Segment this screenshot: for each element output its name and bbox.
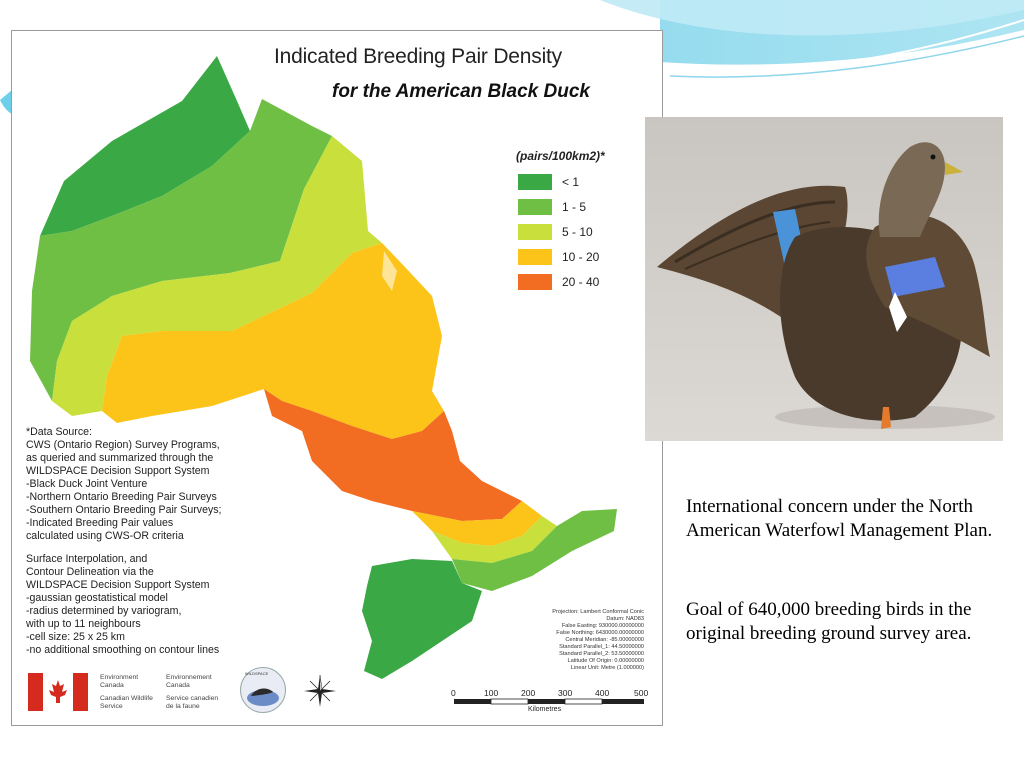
scale-tick-label: 0 (451, 688, 456, 698)
scale-tick-label: 200 (521, 688, 536, 698)
scale-tick-label: 400 (595, 688, 610, 698)
data-source-line: -Northern Ontario Breeding Pair Surveys (26, 491, 217, 503)
legend-item-1-5: 1 - 5 (518, 198, 586, 216)
region-lt1-south (362, 559, 482, 679)
projection-line: Standard Parallel_1: 44.50000000 (559, 644, 644, 650)
body-paragraph-2: Goal of 640,000 breeding birds in the or… (686, 599, 972, 644)
legend-label: 5 - 10 (562, 225, 593, 239)
map-subtitle: for the American Black Duck (332, 81, 590, 102)
region-5-10-east (432, 516, 557, 563)
data-source-line: -Black Duck Joint Venture (26, 478, 148, 490)
method-line: Surface Interpolation, and (26, 553, 148, 565)
projection-line: Central Meridian: -85.00000000 (565, 637, 644, 643)
region-lt1 (40, 56, 250, 236)
breeding-density-map: Indicated Breeding Pair Density for the … (11, 30, 663, 726)
method-line: WILDSPACE Decision Support System (26, 579, 210, 591)
north-arrow-compass-icon (304, 674, 336, 707)
legend-item-20-40: 20 - 40 (518, 273, 599, 291)
header-wave-decoration (0, 0, 1024, 114)
region-20-40 (264, 389, 522, 521)
data-source-line: as queried and summarized through the (26, 452, 214, 464)
ontario-density-map-graphic (30, 56, 617, 679)
projection-line: Linear Unit: Metre (1.000000) (570, 665, 644, 671)
method-line: -no additional smoothing on contour line… (26, 644, 220, 656)
data-source-line: WILDSPACE Decision Support System (26, 465, 210, 477)
scale-unit-label: Kilometres (528, 706, 562, 713)
map-title: Indicated Breeding Pair Density (274, 45, 562, 68)
body-paragraph-1: International concern under the North Am… (686, 496, 993, 541)
projection-line: Latitude Of Origin: 0.00000000 (567, 658, 644, 664)
agency-en-line: Canada (100, 682, 124, 689)
legend-swatch (518, 174, 552, 190)
method-line: -radius determined by variogram, (26, 605, 182, 617)
data-source-line: calculated using CWS-OR criteria (26, 530, 184, 542)
emblem-label: WILDSPACE (245, 671, 269, 676)
legend-item-5-10: 5 - 10 (518, 223, 593, 241)
agency-fr-line: Service canadien (166, 695, 219, 702)
region-5-10-band (52, 136, 382, 416)
region-1-5-north (30, 99, 332, 401)
projection-line: Standard Parallel_2: 53.50000000 (559, 651, 644, 657)
legend-label: 20 - 40 (562, 275, 600, 289)
region-10-20-east (412, 501, 542, 546)
legend-item-lt1: < 1 (518, 173, 579, 191)
legend-swatch (518, 274, 552, 290)
method-line: with up to 11 neighbours (26, 618, 141, 630)
agency-fr-line: Environnement (166, 674, 212, 681)
projection-line: False Easting: 930000.00000000 (561, 623, 644, 629)
region-10-20-main (102, 243, 444, 439)
data-source-line: CWS (Ontario Region) Survey Programs, (26, 439, 220, 451)
agency-fr-line: de la faune (166, 703, 200, 710)
american-black-duck-photo (645, 117, 1003, 441)
projection-line: Datum: NAD83 (606, 616, 644, 622)
wildspace-emblem-icon (240, 667, 286, 713)
method-line: -gaussian geostatistical model (26, 592, 168, 604)
legend-label: 1 - 5 (562, 200, 587, 214)
canada-flag-icon (28, 673, 88, 711)
data-source-line: -Southern Ontario Breeding Pair Surveys; (26, 504, 222, 516)
data-source-line: *Data Source: (26, 426, 92, 438)
legend-label: 10 - 20 (562, 250, 600, 264)
legend-title: (pairs/100km2)* (516, 149, 605, 163)
projection-line: False Northing: 6430000.00000000 (556, 630, 644, 636)
scale-tick-label: 500 (634, 688, 649, 698)
legend-item-10-20: 10 - 20 (518, 248, 599, 266)
scale-tick-label: 100 (484, 688, 499, 698)
scale-bar (454, 698, 644, 705)
agency-en-line: Service (100, 703, 123, 710)
projection-line: Projection: Lambert Conformal Conic (552, 609, 644, 615)
legend-swatch (518, 199, 552, 215)
method-line: Contour Delineation via the (26, 566, 154, 578)
agency-fr-line: Canada (166, 682, 190, 689)
legend-label: < 1 (562, 175, 580, 189)
legend-swatch (518, 249, 552, 265)
agency-en-line: Environment (100, 674, 139, 681)
region-1-5-southeast (452, 509, 617, 591)
agency-en-line: Canadian Wildlife (100, 695, 153, 702)
data-source-line: -Indicated Breeding Pair values (26, 517, 174, 529)
legend-swatch (518, 224, 552, 240)
method-line: -cell size: 25 x 25 km (26, 631, 125, 643)
scale-tick-label: 300 (558, 688, 573, 698)
lake-shape (382, 251, 397, 291)
